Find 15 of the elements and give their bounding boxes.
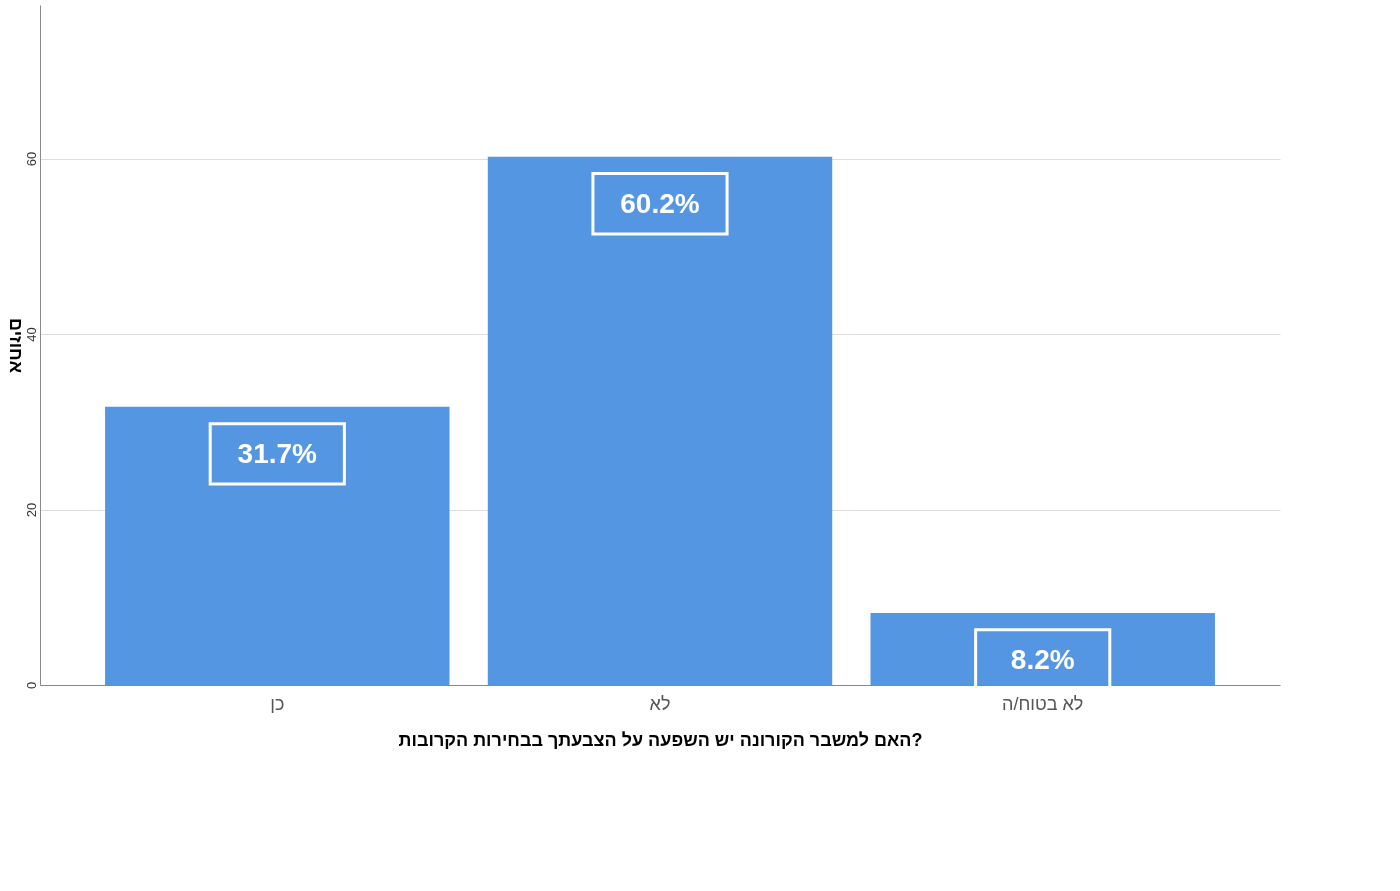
data-label: 60.2%: [620, 187, 700, 219]
y-axis-title: אחוזים: [5, 318, 26, 373]
y-tick-label: 40: [23, 327, 39, 342]
bar: [487, 156, 833, 685]
y-tick-label: 20: [23, 502, 39, 518]
y-tick-label: 60: [23, 151, 39, 167]
bar: [105, 406, 450, 685]
x-axis-title: האם למשבר הקורונה יש השפעה על הצבעתך בבחירות הקרובות?: [398, 729, 923, 750]
y-tick-label: 0: [23, 681, 39, 690]
x-tick-label: לא בטוח/ה: [1002, 693, 1084, 714]
x-tick-label: כן: [270, 693, 285, 714]
bar: [870, 613, 1215, 685]
data-label: 8.2%: [1010, 644, 1075, 676]
x-tick-label: לא: [649, 693, 671, 714]
data-label: 31.7%: [237, 437, 318, 469]
